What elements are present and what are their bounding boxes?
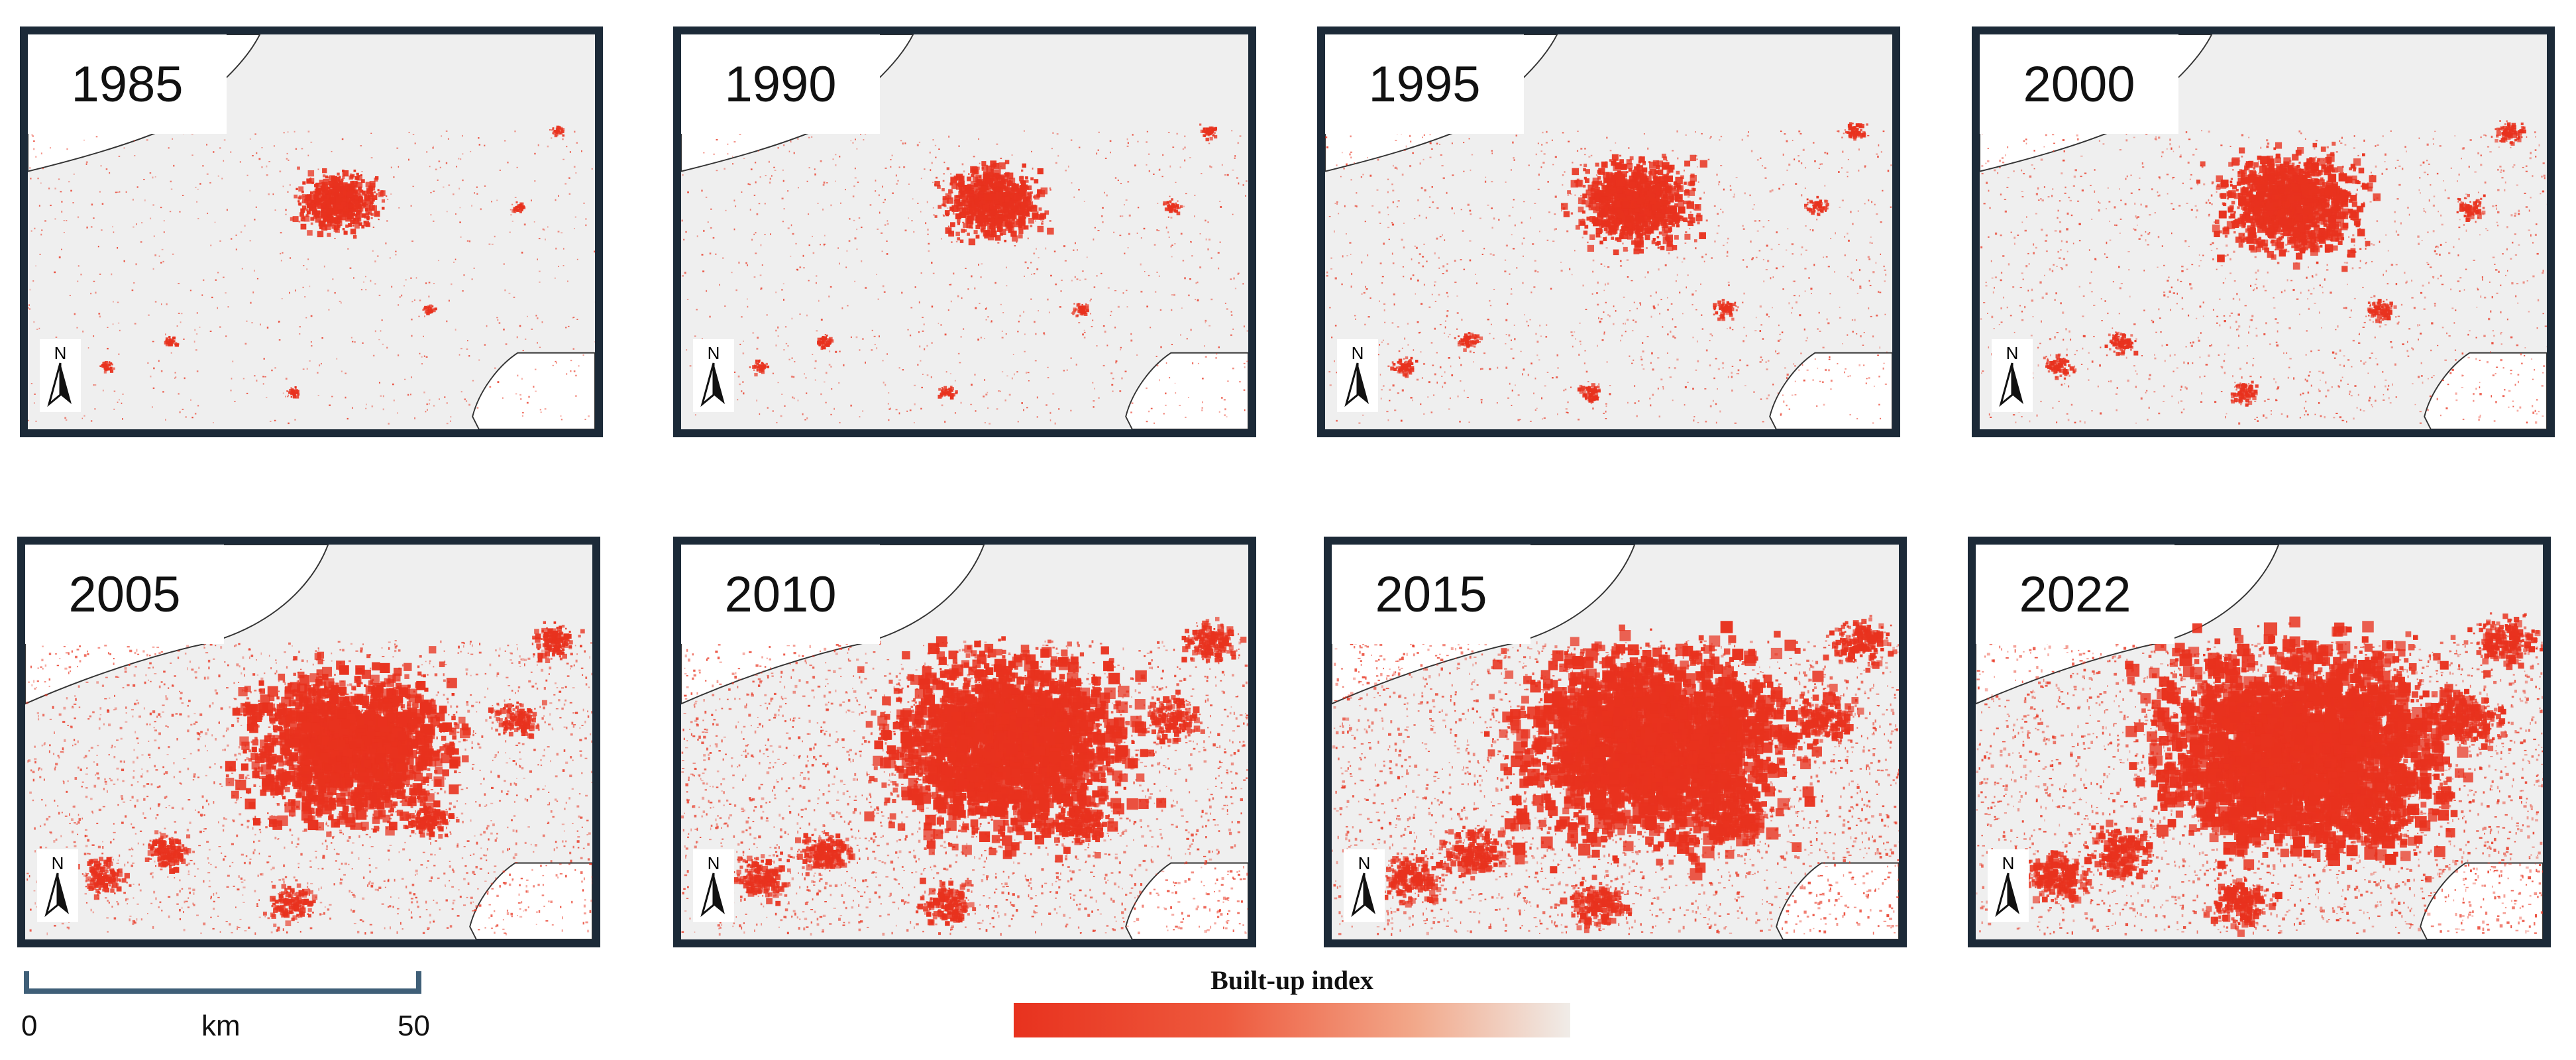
year-label: 1995 <box>1325 34 1524 134</box>
scale-bar-tick-start <box>24 971 29 994</box>
north-arrow-icon: N <box>37 849 78 922</box>
coast-area <box>1769 352 1892 429</box>
terrain-layer <box>1976 545 2543 939</box>
north-arrow-icon: N <box>1344 849 1385 922</box>
scale-end-label: 50 <box>398 1010 430 1043</box>
terrain-layer <box>25 545 592 939</box>
coast-area <box>1125 862 1248 939</box>
legend: Built-up index <box>1014 965 1570 1044</box>
year-label: 2005 <box>25 545 224 644</box>
north-arrow-label: N <box>2006 343 2019 363</box>
scale-unit-label: km <box>201 1010 241 1043</box>
north-arrow-label: N <box>2002 853 2015 873</box>
north-arrow-icon: N <box>693 339 734 412</box>
coast-area <box>2424 352 2547 429</box>
year-label: 2022 <box>1976 545 2174 644</box>
map-panel-2015: 2015 N <box>1324 537 1907 947</box>
legend-title: Built-up index <box>1014 965 1570 996</box>
north-arrow-icon: N <box>40 339 81 412</box>
map-panel-1985: 1985 N <box>20 26 603 437</box>
map-panel-2000: 2000 N <box>1972 26 2555 437</box>
north-arrow-label: N <box>52 853 64 873</box>
scale-bar-line <box>24 988 421 994</box>
year-label: 2015 <box>1332 545 1530 644</box>
map-panel-2022: 2022 N <box>1968 537 2551 947</box>
north-arrow-label: N <box>708 853 720 873</box>
scale-bar-tick-end <box>416 971 421 994</box>
map-panel-1995: 1995 N <box>1317 26 1900 437</box>
north-arrow-icon: N <box>693 849 734 922</box>
north-arrow-label: N <box>708 343 720 363</box>
map-panel-1990: 1990 N <box>673 26 1256 437</box>
year-label: 2010 <box>681 545 880 644</box>
legend-color-ramp <box>1014 1003 1570 1037</box>
terrain-layer <box>681 545 1248 939</box>
coast-area <box>472 352 595 429</box>
north-arrow-label: N <box>54 343 67 363</box>
north-arrow-label: N <box>1358 853 1371 873</box>
north-arrow-icon: N <box>1988 849 2029 922</box>
north-arrow-label: N <box>1352 343 1364 363</box>
coast-area <box>2420 862 2543 939</box>
map-panel-2010: 2010 N <box>673 537 1256 947</box>
coast-area <box>469 862 592 939</box>
north-arrow-icon: N <box>1337 339 1378 412</box>
year-label: 2000 <box>1980 34 2178 134</box>
year-label: 1985 <box>28 34 227 134</box>
scale-start-label: 0 <box>21 1010 37 1043</box>
terrain-layer <box>1332 545 1899 939</box>
scale-bar: 0 km 50 <box>21 971 430 1051</box>
map-panel-2005: 2005 N <box>17 537 600 947</box>
coast-area <box>1125 352 1248 429</box>
year-label: 1990 <box>681 34 880 134</box>
north-arrow-icon: N <box>1992 339 2033 412</box>
